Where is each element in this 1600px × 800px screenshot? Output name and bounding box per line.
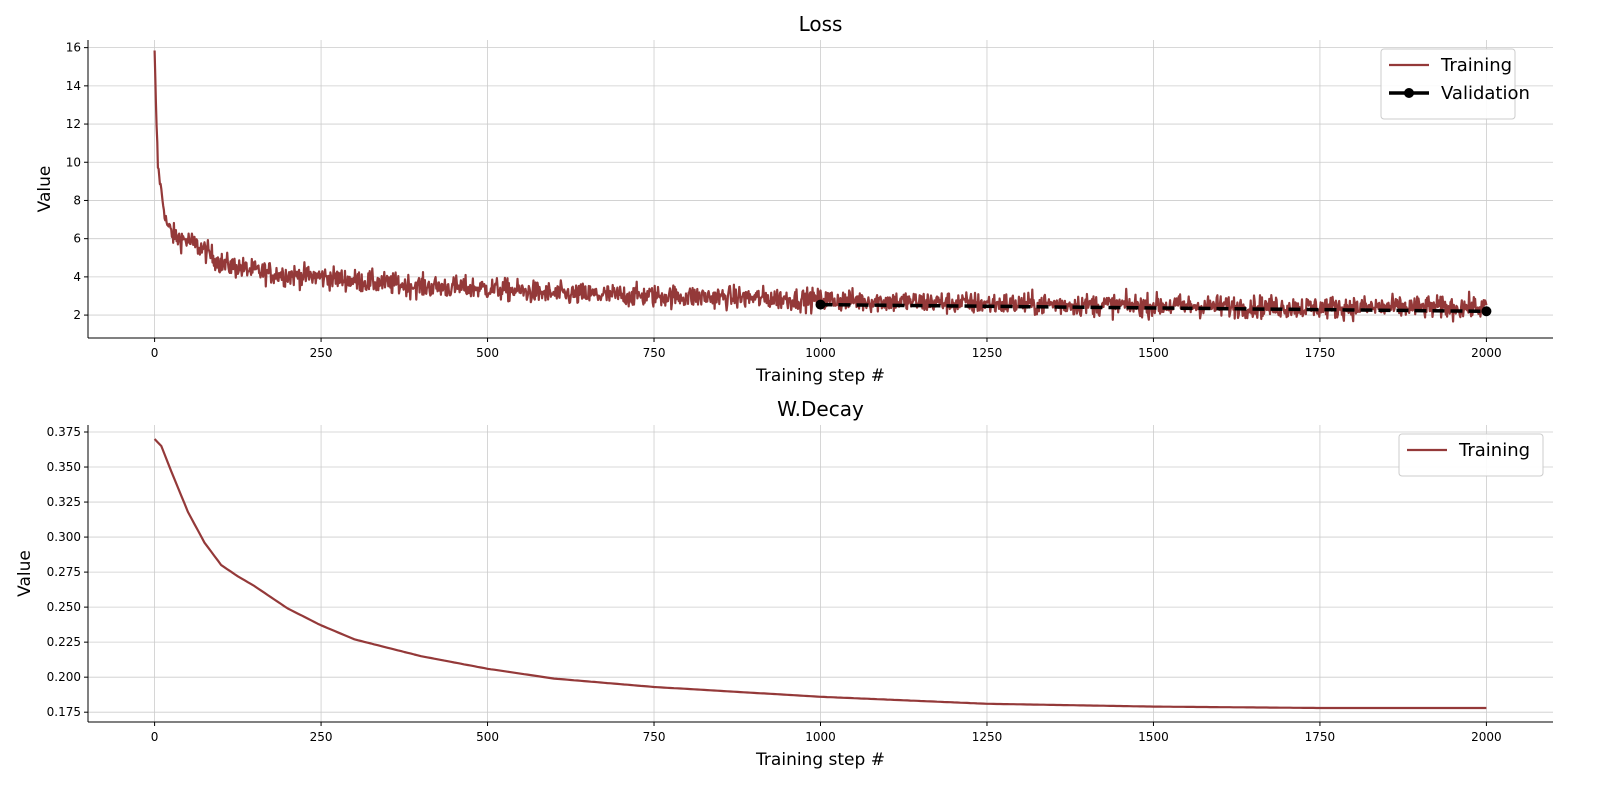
y-tick-label: 16 <box>66 41 81 55</box>
x-tick-label: 750 <box>643 346 666 360</box>
x-axis-label: Training step # <box>755 750 885 770</box>
weight-decay-chart: 0 250 500 750 1000 1250 1500 1750 2000 0.175 0.200… <box>15 397 1553 770</box>
y-tick-label: 0.300 <box>47 530 81 544</box>
x-tick-label: 2000 <box>1471 346 1502 360</box>
x-tick-label: 1500 <box>1138 730 1169 744</box>
chart-title: W.Decay <box>777 397 864 421</box>
y-tick-label: 0.350 <box>47 460 81 474</box>
y-tick-label: 0.375 <box>47 425 81 439</box>
series-line-validation <box>820 302 1487 314</box>
x-tick-label: 1250 <box>972 346 1003 360</box>
x-axis-label: Training step # <box>755 366 885 386</box>
x-tick-label: 1000 <box>805 730 836 744</box>
x-tick-label: 500 <box>476 346 499 360</box>
y-tick-label: 14 <box>66 79 81 93</box>
x-tick-label: 2000 <box>1471 730 1502 744</box>
y-tick-label: 0.275 <box>47 565 81 579</box>
y-tick-label: 0.225 <box>47 635 81 649</box>
y-axis-label: Value <box>35 166 55 213</box>
x-tick-label: 250 <box>310 730 333 744</box>
x-tick-label: 750 <box>643 730 666 744</box>
legend-label: Training <box>1440 55 1512 76</box>
chart-title: Loss <box>799 12 843 36</box>
x-tick-label: 1750 <box>1305 346 1336 360</box>
x-tick-label: 500 <box>476 730 499 744</box>
y-tick-label: 4 <box>73 270 81 284</box>
x-tick-label: 1250 <box>972 730 1003 744</box>
legend-label: Validation <box>1441 83 1530 104</box>
validation-point <box>1481 306 1492 317</box>
x-tick-label: 1500 <box>1138 346 1169 360</box>
x-tick-label: 1000 <box>805 346 836 360</box>
series-line-training <box>153 438 1487 710</box>
y-tick-label: 0.325 <box>47 495 81 509</box>
y-tick-label: 10 <box>66 155 81 169</box>
legend-marker <box>1404 88 1414 98</box>
y-tick-label: 0.175 <box>47 705 81 719</box>
legend-box <box>1398 433 1544 477</box>
x-tick-label: 250 <box>310 346 333 360</box>
legend-box <box>1380 48 1516 120</box>
y-axis-label: Value <box>15 550 35 597</box>
y-tick-label: 12 <box>66 117 81 131</box>
validation-point <box>815 299 826 310</box>
loss-chart: 0 250 500 750 1000 1250 1500 1750 2000 2 4 6 8 10 12 14… <box>35 12 1553 386</box>
y-tick-label: 8 <box>73 193 81 207</box>
y-tick-label: 2 <box>73 308 81 322</box>
y-tick-label: 0.200 <box>47 670 81 684</box>
legend-label: Training <box>1458 440 1530 461</box>
x-tick-label: 0 <box>151 346 159 360</box>
y-tick-label: 0.250 <box>47 600 81 614</box>
x-tick-label: 0 <box>151 730 159 744</box>
y-tick-label: 6 <box>73 232 81 246</box>
x-tick-label: 1750 <box>1305 730 1336 744</box>
